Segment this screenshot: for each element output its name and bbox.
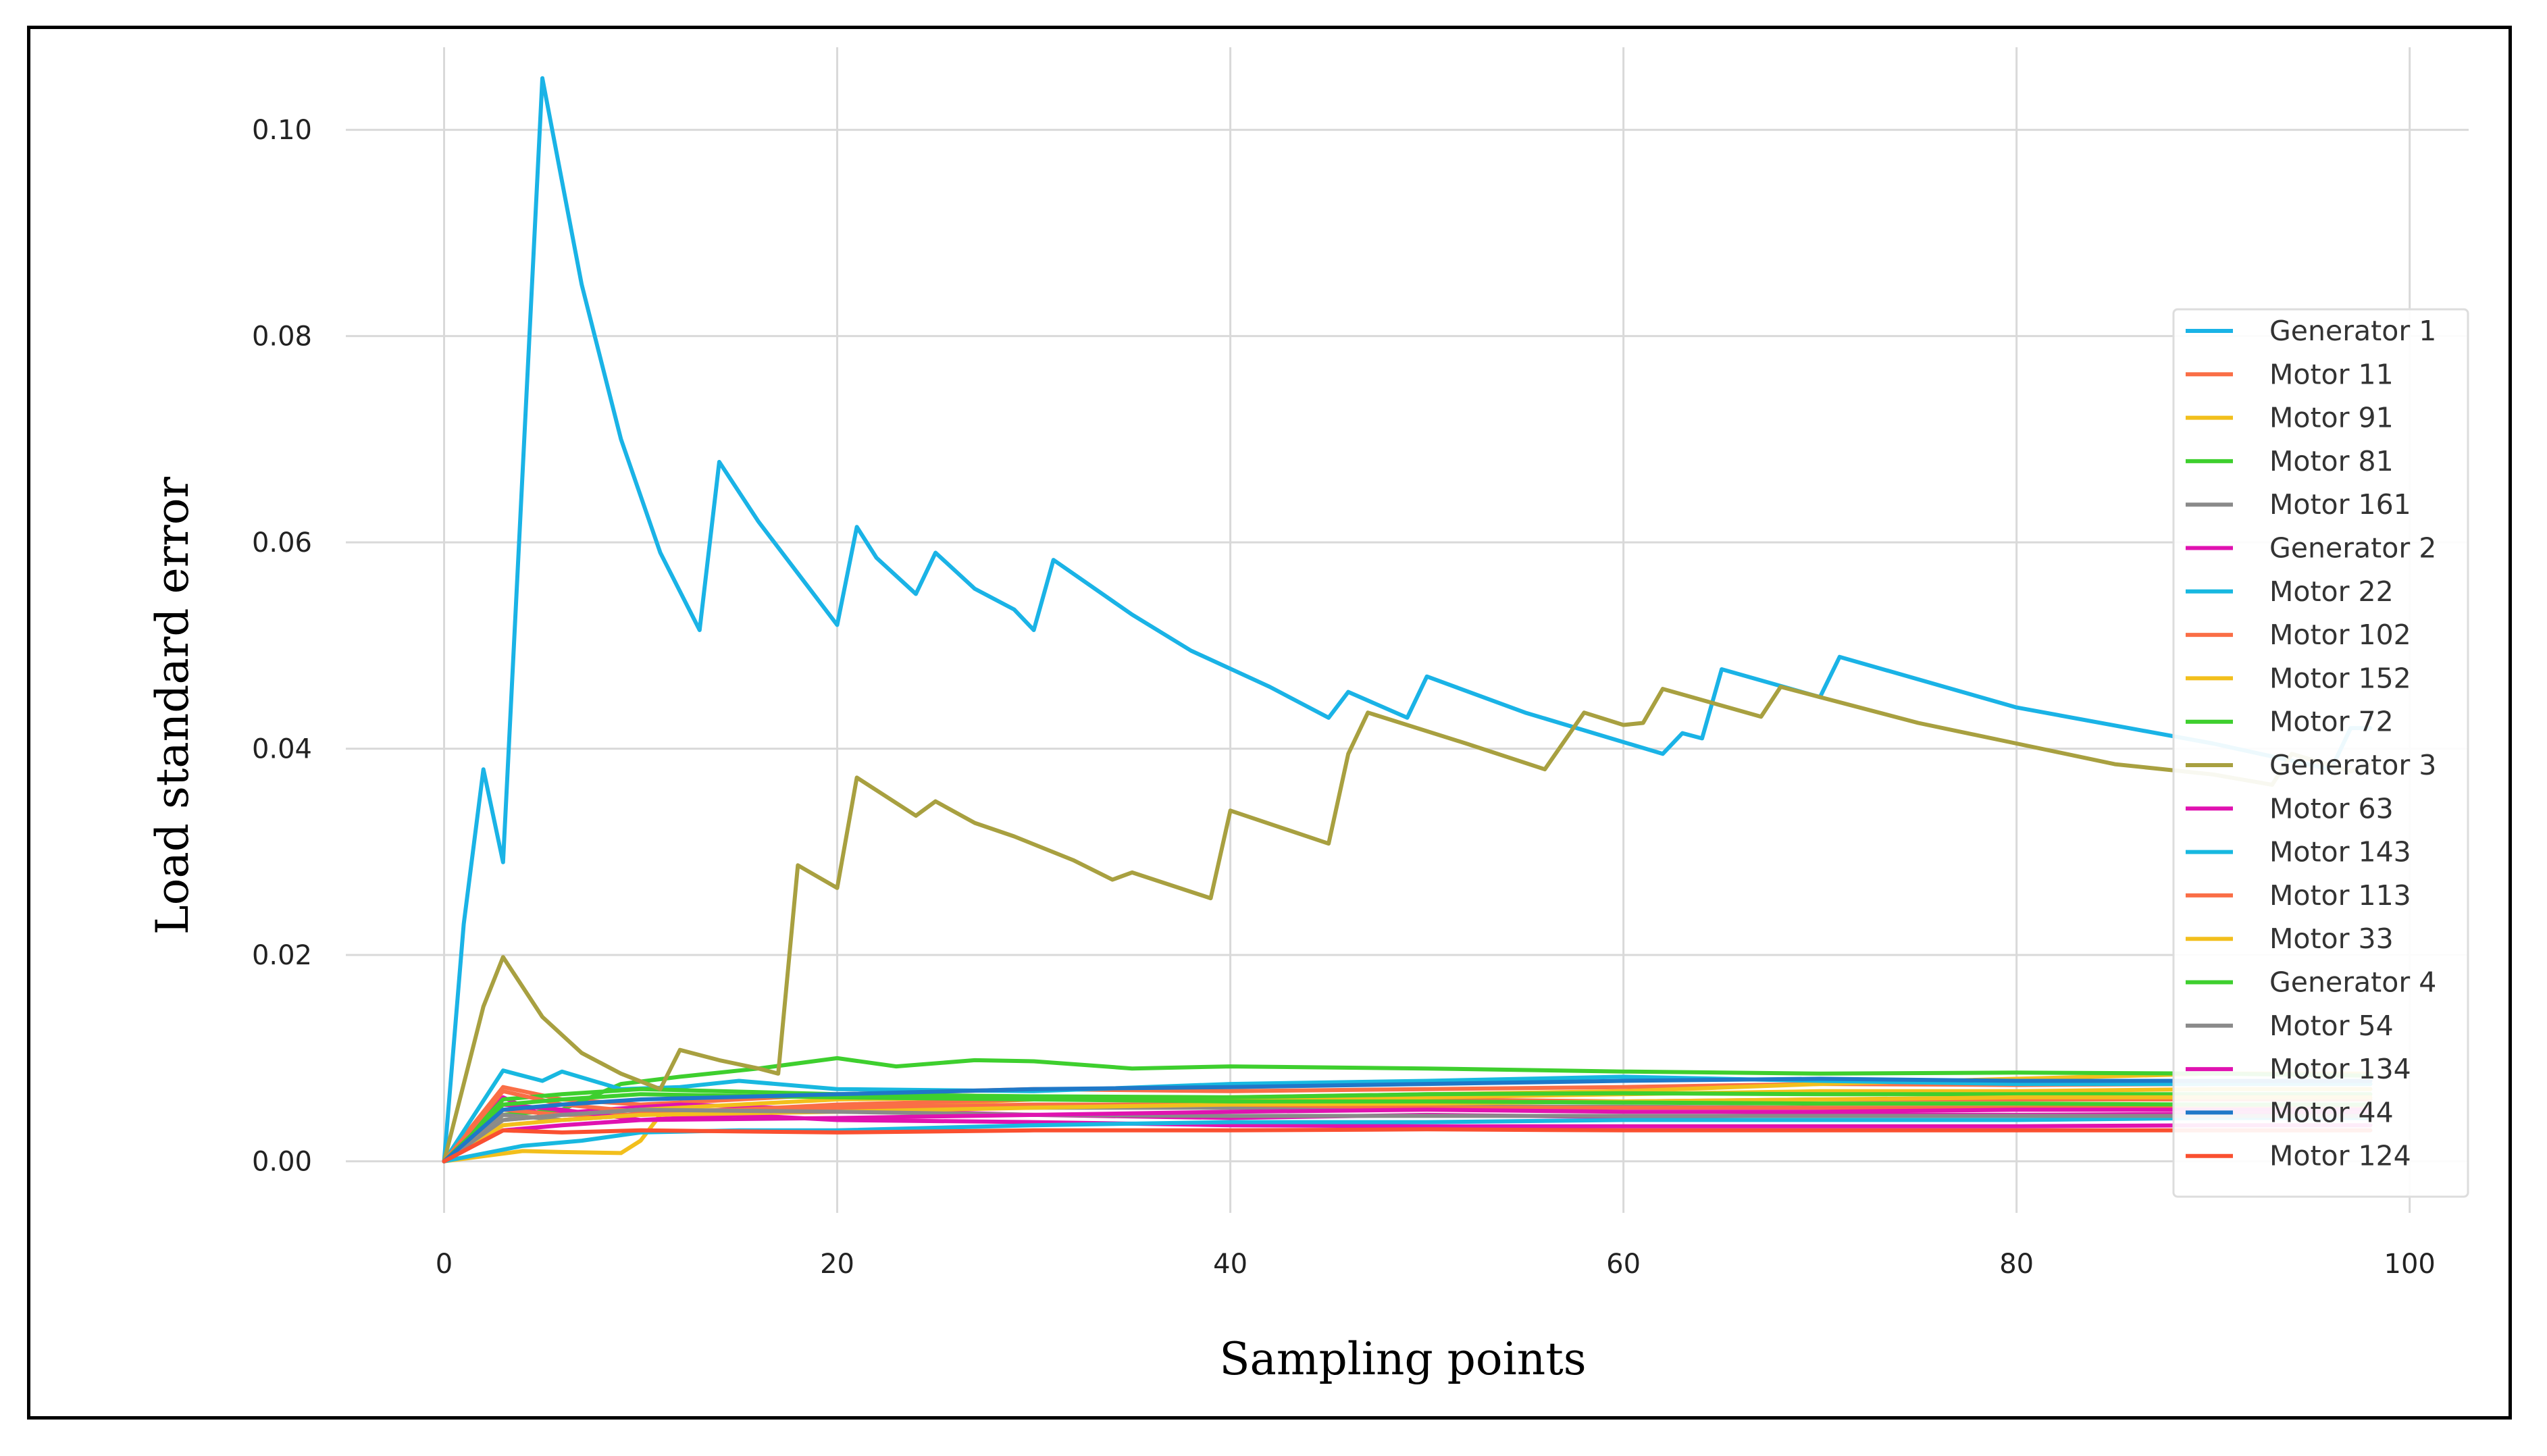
series-lines [442,76,2373,1164]
legend-label-motor-91: Motor 91 [2269,402,2394,434]
series-line-motor-143 [442,1116,2373,1164]
legend-label-motor-113: Motor 113 [2269,879,2411,912]
x-tick-label: 40 [1213,1249,1247,1280]
series-line-motor-134 [442,1108,2373,1164]
legend-label-generator-4: Generator 4 [2269,966,2436,999]
legend-label-motor-152: Motor 152 [2269,662,2411,694]
legend-label-motor-102: Motor 102 [2269,619,2411,651]
y-axis-title: Load standard error [147,476,199,935]
legend-label-motor-54: Motor 54 [2269,1010,2394,1042]
series-line-motor-54 [442,1108,2373,1164]
x-tick-label: 100 [2384,1249,2436,1280]
grid [346,47,2469,1213]
series-line-motor-72 [442,1087,2373,1164]
y-tick-label: 0.10 [252,115,312,146]
legend-box [2172,308,2469,1198]
y-tick-label: 0.02 [252,940,312,971]
series-line-generator-3 [442,685,2373,1164]
legend: Generator 1 Motor 11 Motor 91 Motor 81 Motor… [2172,308,2469,1198]
series-line-motor-124 [442,1127,2373,1164]
legend-label-generator-1: Generator 1 [2269,315,2436,347]
x-tick-label: 0 [436,1249,453,1280]
legend-label-generator-3: Generator 3 [2269,749,2436,781]
x-axis-title: Sampling points [1219,1333,1586,1385]
legend-label-motor-63: Motor 63 [2269,792,2394,825]
legend-label-generator-2: Generator 2 [2269,532,2436,565]
legend-label-motor-33: Motor 33 [2269,922,2394,955]
y-tick-label: 0.00 [252,1147,312,1178]
legend-label-motor-72: Motor 72 [2269,706,2394,738]
legend-label-motor-81: Motor 81 [2269,445,2394,477]
series-line-generator-4 [442,1092,2373,1164]
x-tick-label: 60 [1606,1249,1641,1280]
legend-label-motor-134: Motor 134 [2269,1053,2411,1085]
series-line-generator-1 [442,76,2373,1164]
y-tick-label: 0.06 [252,527,312,558]
legend-label-motor-11: Motor 11 [2269,358,2394,390]
series-line-motor-33 [442,1095,2373,1164]
y-tick-label: 0.04 [252,734,312,765]
legend-label-motor-143: Motor 143 [2269,836,2411,868]
legend-label-motor-22: Motor 22 [2269,575,2394,608]
tick-labels: 0 20 40 60 80 100 0.00 0.02 0.04 0.06 0.08 0.10 [252,115,2436,1280]
x-tick-label: 80 [1999,1249,2034,1280]
series-line-motor-44 [442,1076,2373,1164]
legend-label-motor-44: Motor 44 [2269,1096,2394,1128]
legend-label-motor-161: Motor 161 [2269,488,2411,521]
legend-label-motor-124: Motor 124 [2269,1140,2411,1172]
x-tick-label: 20 [820,1249,854,1280]
y-tick-label: 0.08 [252,321,312,353]
